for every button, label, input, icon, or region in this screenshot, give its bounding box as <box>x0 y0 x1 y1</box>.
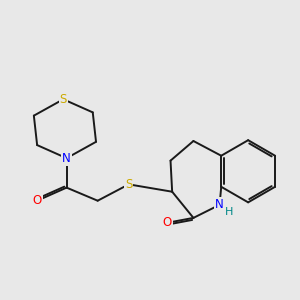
Text: N: N <box>62 152 71 165</box>
Text: O: O <box>163 216 172 229</box>
Text: S: S <box>60 93 67 106</box>
Text: O: O <box>32 194 42 207</box>
Text: N: N <box>215 198 224 211</box>
Text: S: S <box>125 178 132 191</box>
Text: H: H <box>225 207 233 217</box>
